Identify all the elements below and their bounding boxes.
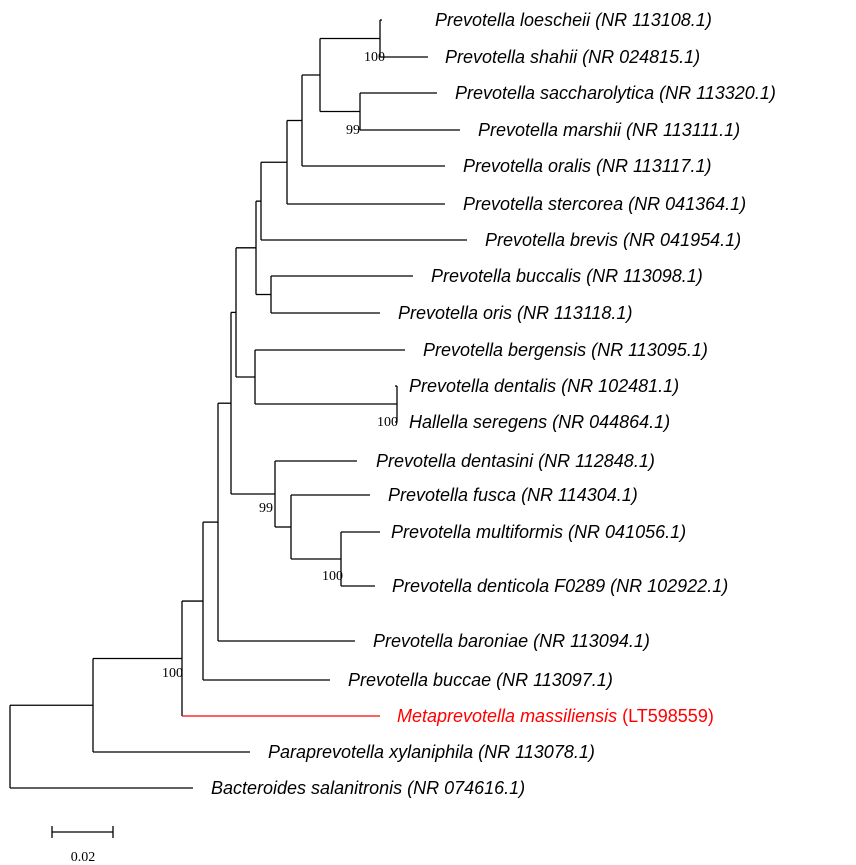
taxon-label: Bacteroides salanitronis (NR 074616.1) <box>211 778 525 798</box>
bootstrap-values: 100 99 100 100 99 100 <box>162 50 398 681</box>
taxon-name: Prevotella stercorea (NR 041364.1) <box>463 194 746 214</box>
taxon-name: Prevotella fusca (NR 114304.1) <box>388 485 638 505</box>
taxon-name: Prevotella baroniae (NR 113094.1) <box>373 631 650 651</box>
taxon-name: Prevotella multiformis (NR 041056.1) <box>391 522 686 542</box>
tree-branches <box>9 19 467 789</box>
bootstrap-value: 99 <box>259 501 273 516</box>
taxon-label: Prevotella brevis (NR 041954.1) <box>485 230 741 250</box>
taxon-label: Paraprevotella xylaniphila (NR 113078.1) <box>268 742 595 762</box>
taxon-name: Paraprevotella xylaniphila (NR 113078.1) <box>268 742 595 762</box>
taxon-name: Prevotella oralis (NR 113117.1) <box>463 156 711 176</box>
taxon-label: Prevotella denticola F0289 (NR 102922.1) <box>392 576 728 596</box>
bootstrap-value: 99 <box>346 123 360 138</box>
taxon-name: Prevotella bergensis (NR 113095.1) <box>423 340 708 360</box>
bootstrap-value: 100 <box>322 569 343 584</box>
taxon-name: Prevotella loescheii (NR 113108.1) <box>435 10 712 30</box>
taxon-name: Hallella seregens (NR 044864.1) <box>409 412 670 432</box>
taxon-label: Prevotella buccae (NR 113097.1) <box>348 670 613 690</box>
taxon-name: Prevotella oris (NR 113118.1) <box>398 303 632 323</box>
taxon-labels: Prevotella loescheii (NR 113108.1) Prevot… <box>211 10 776 798</box>
taxon-label: Prevotella oralis (NR 113117.1) <box>463 156 711 176</box>
taxon-label: Prevotella dentalis (NR 102481.1) <box>409 376 679 396</box>
taxon-name: Prevotella dentasini (NR 112848.1) <box>376 451 655 471</box>
taxon-name: Prevotella marshii (NR 113111.1) <box>478 120 740 140</box>
taxon-label: Hallella seregens (NR 044864.1) <box>409 412 670 432</box>
taxon-name: Bacteroides salanitronis (NR 074616.1) <box>211 778 525 798</box>
taxon-label: Prevotella shahii (NR 024815.1) <box>445 47 700 67</box>
taxon-name: Prevotella shahii (NR 024815.1) <box>445 47 700 67</box>
taxon-name: Prevotella brevis (NR 041954.1) <box>485 230 741 250</box>
taxon-name: Prevotella buccalis (NR 113098.1) <box>431 266 703 286</box>
bootstrap-value: 100 <box>377 415 398 430</box>
bootstrap-value: 100 <box>364 50 385 65</box>
taxon-name: Prevotella buccae (NR 113097.1) <box>348 670 613 690</box>
taxon-name: Prevotella denticola F0289 (NR 102922.1) <box>392 576 728 596</box>
taxon-name: Metaprevotella massiliensis <box>397 706 617 726</box>
taxon-label: Prevotella saccharolytica (NR 113320.1) <box>455 83 776 103</box>
taxon-label: Prevotella multiformis (NR 041056.1) <box>391 522 686 542</box>
taxon-name: Prevotella saccharolytica (NR 113320.1) <box>455 83 776 103</box>
scale-bar-label: 0.02 <box>71 850 96 865</box>
taxon-label: Prevotella buccalis (NR 113098.1) <box>431 266 703 286</box>
taxon-name: Prevotella dentalis (NR 102481.1) <box>409 376 679 396</box>
bootstrap-value: 100 <box>162 666 183 681</box>
taxon-label: Prevotella marshii (NR 113111.1) <box>478 120 740 140</box>
taxon-label: Prevotella stercorea (NR 041364.1) <box>463 194 746 214</box>
taxon-label: Prevotella loescheii (NR 113108.1) <box>435 10 712 30</box>
taxon-label: Prevotella baroniae (NR 113094.1) <box>373 631 650 651</box>
taxon-label: Prevotella dentasini (NR 112848.1) <box>376 451 655 471</box>
taxon-label: Prevotella bergensis (NR 113095.1) <box>423 340 708 360</box>
taxon-accession: (LT598559) <box>617 706 714 726</box>
taxon-label: Prevotella oris (NR 113118.1) <box>398 303 632 323</box>
taxon-label: Metaprevotella massiliensis (LT598559) <box>397 706 714 726</box>
scale-bar: 0.02 <box>51 826 114 865</box>
taxon-label: Prevotella fusca (NR 114304.1) <box>388 485 638 505</box>
